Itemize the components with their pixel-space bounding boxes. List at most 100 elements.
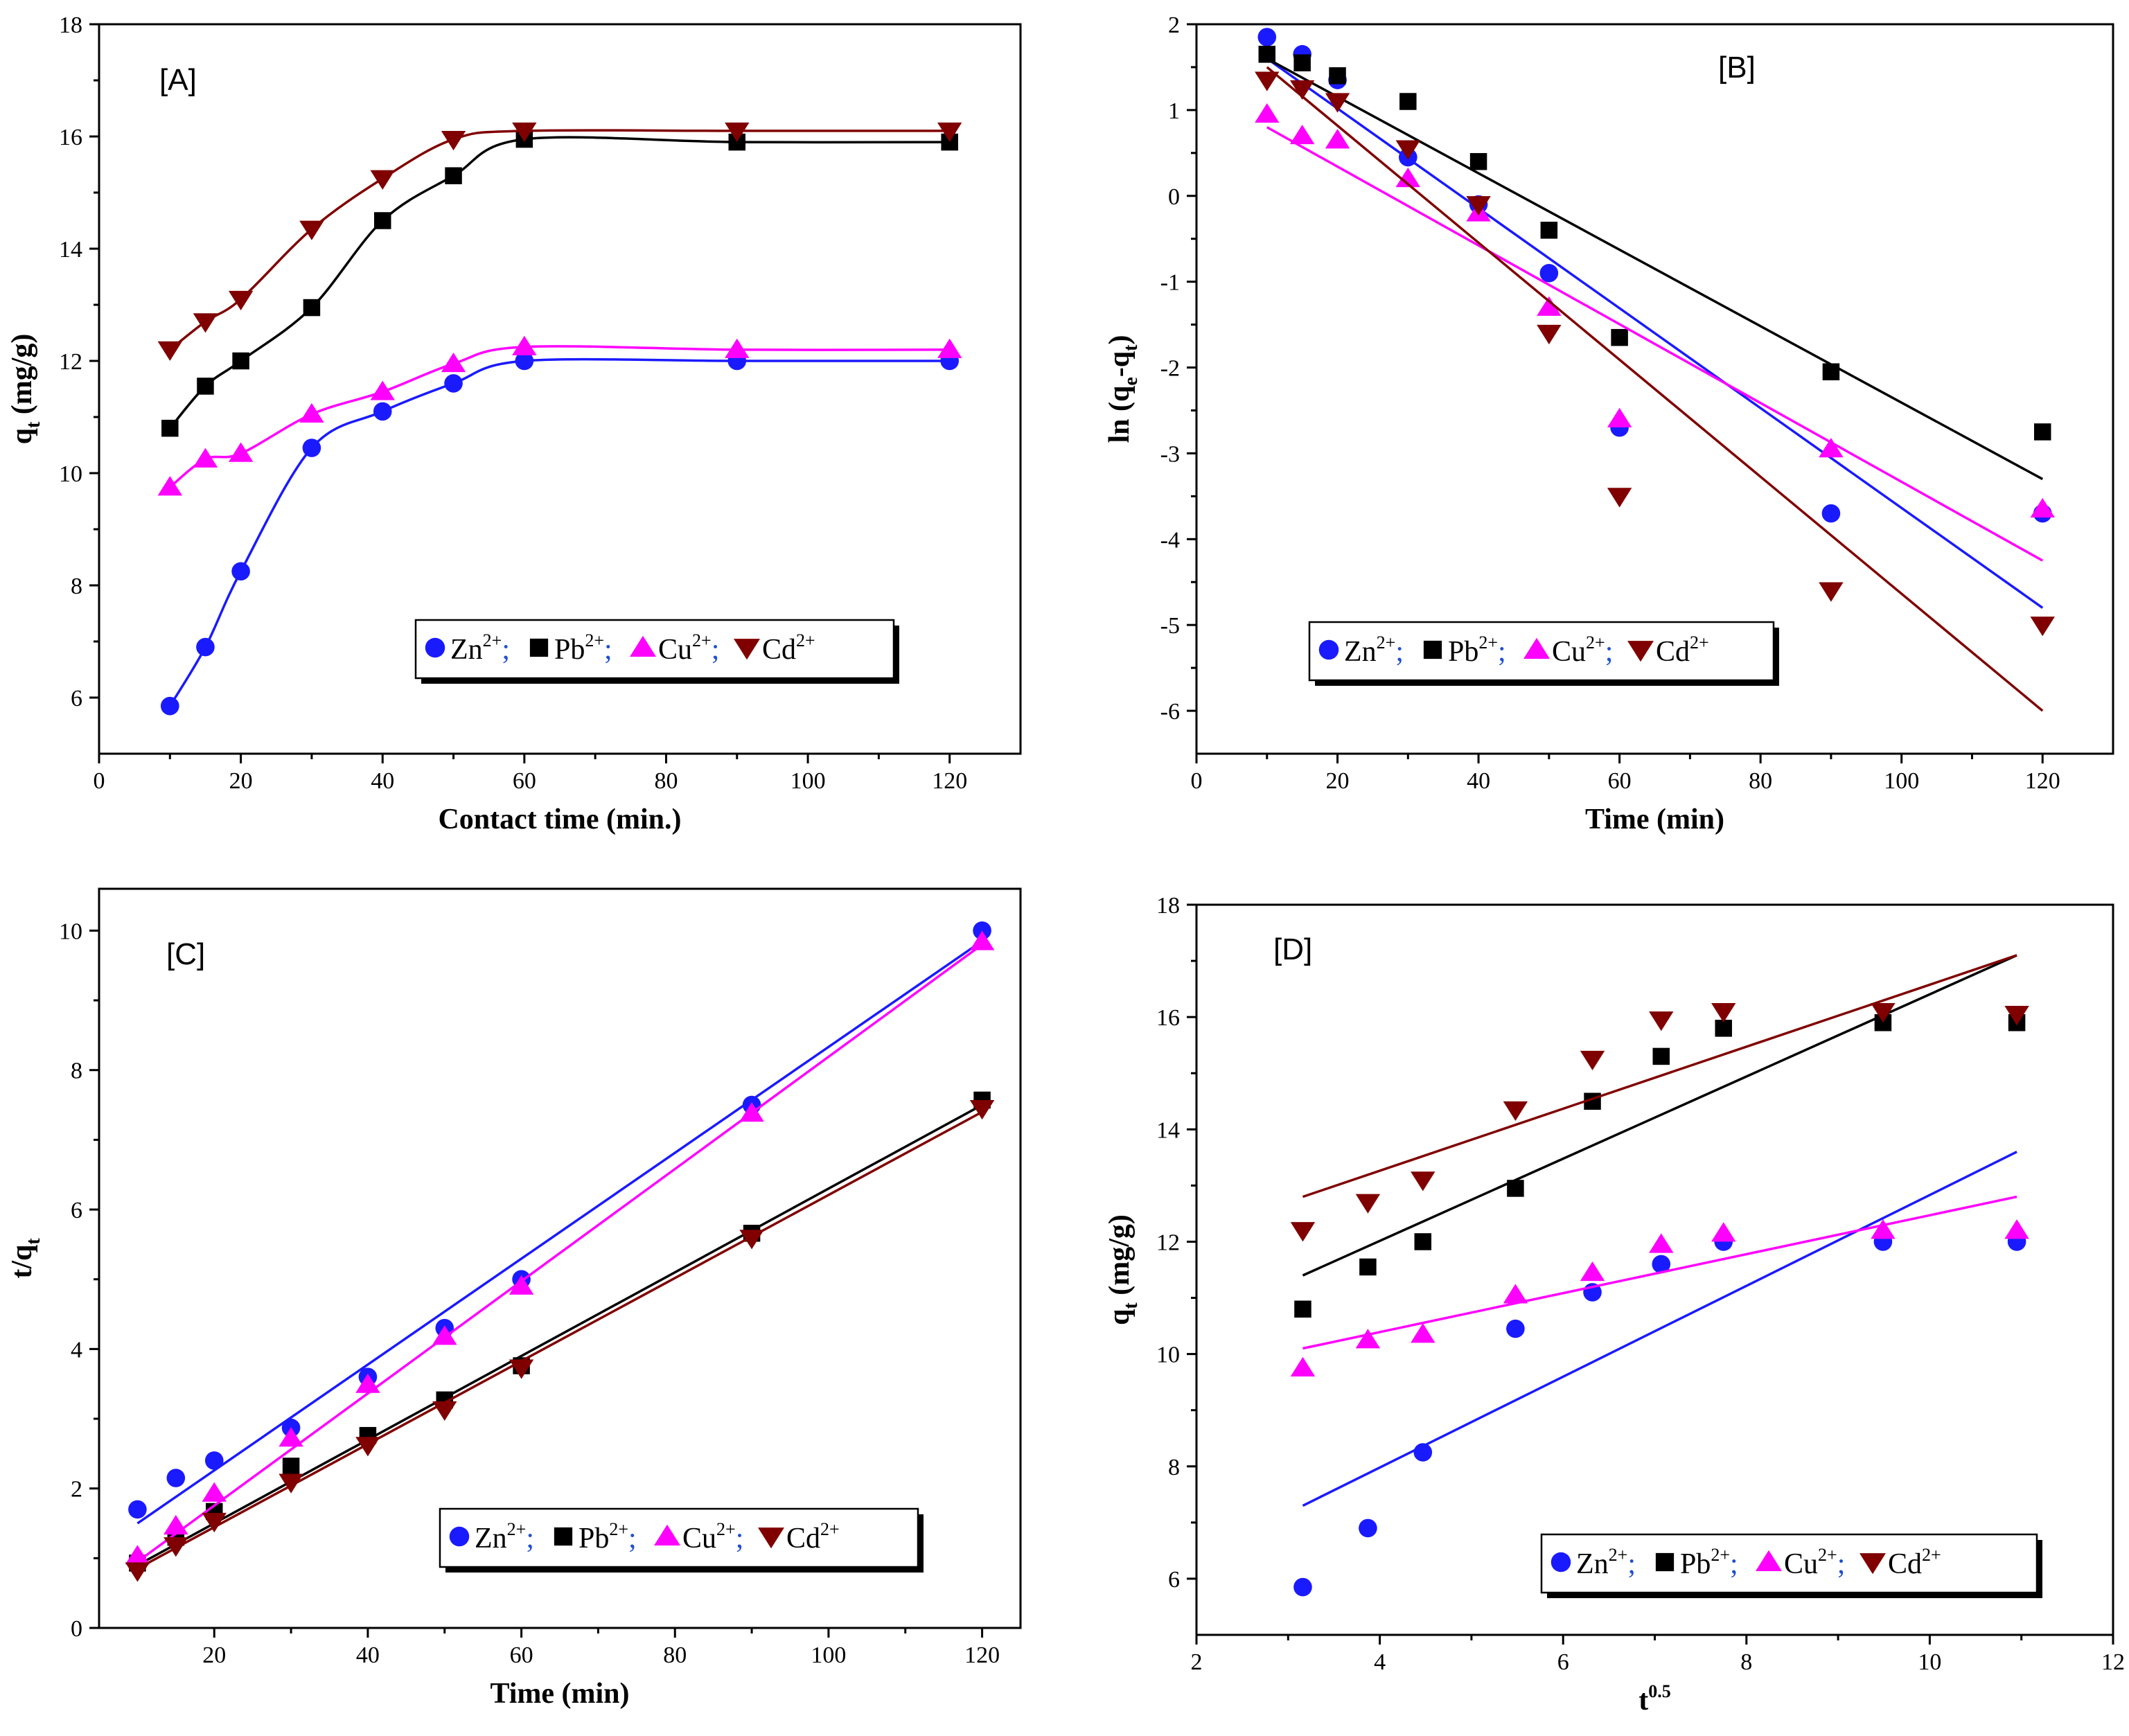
data-point — [1607, 407, 1632, 427]
data-point — [1359, 1258, 1377, 1276]
legend-label-pb: Pb2+; — [1448, 632, 1506, 668]
data-point — [370, 380, 395, 400]
fit-line — [1302, 1195, 2017, 1350]
data-point — [1580, 1050, 1605, 1071]
data-point — [509, 1359, 534, 1379]
panel-d-y-tick-label: 18 — [1156, 893, 1180, 919]
data-point — [1395, 140, 1421, 160]
data-point — [1711, 1002, 1736, 1023]
panel-a-x-tick-label: 60 — [513, 768, 536, 794]
data-point — [1821, 504, 1841, 523]
data-point — [2004, 1006, 2029, 1026]
data-point — [969, 930, 995, 950]
data-point — [202, 1482, 227, 1502]
panel-d-x-tick-label: 4 — [1374, 1649, 1386, 1675]
legend-marker-cd — [1627, 641, 1654, 662]
data-point — [1540, 222, 1558, 239]
data-point — [2030, 617, 2055, 637]
fit-line — [1266, 126, 2044, 562]
panel-b-series-pb — [1258, 46, 2051, 481]
panel-a-y-tick-label: 12 — [59, 349, 82, 375]
panel-a-series-cu — [157, 335, 962, 496]
fit-line — [1302, 954, 2017, 1198]
data-point — [125, 1545, 150, 1565]
panel-b-plot-area — [1195, 23, 2114, 755]
data-point — [1652, 1255, 1671, 1274]
data-point — [1414, 1233, 1432, 1250]
data-point — [1649, 1233, 1674, 1253]
data-point — [725, 122, 750, 142]
panel-d-x-tick-label: 2 — [1191, 1649, 1203, 1675]
legend-box — [414, 619, 895, 680]
panel-c-x-tick-label: 40 — [356, 1642, 380, 1668]
legend-marker-zn — [1318, 639, 1339, 660]
panel-c-x-tick-label: 20 — [202, 1642, 226, 1668]
fit-line — [1266, 57, 2044, 481]
panel-a-x-tick-label: 0 — [94, 768, 105, 794]
data-point — [1257, 28, 1277, 46]
panel-b-y-tick-label: 1 — [1168, 98, 1180, 124]
data-point — [937, 338, 962, 358]
legend-marker-cd — [1859, 1553, 1886, 1575]
fit-line — [136, 1110, 983, 1570]
data-point — [1537, 324, 1562, 345]
legend-label-zn: Zn2+; — [1576, 1545, 1636, 1580]
data-point — [1355, 1194, 1381, 1214]
data-point — [373, 212, 391, 229]
panel-d-x-tick-label: 10 — [1918, 1649, 1941, 1675]
panel-d-y-tick-label: 12 — [1156, 1230, 1180, 1255]
data-point — [973, 921, 991, 940]
panel-a-series-pb — [161, 130, 958, 437]
data-point — [1399, 93, 1417, 110]
data-point — [282, 1458, 300, 1475]
panel-a-label: [A] — [159, 63, 197, 97]
data-point — [1649, 1011, 1674, 1031]
data-point — [355, 1373, 380, 1393]
data-point — [1293, 54, 1311, 71]
data-point — [157, 341, 183, 361]
data-point — [2004, 1219, 2029, 1239]
panel-d-x-tick-label: 6 — [1557, 1649, 1569, 1675]
data-point — [1537, 296, 1562, 316]
panel-a-contact-time: 0 20 40 60 80 100 120 6 8 10 12 14 16 18 Contact time … — [6, 12, 1022, 835]
panel-a-y-axis-label: qt (mg/g) — [6, 334, 44, 445]
panel-a-y-tick-label: 16 — [59, 125, 82, 150]
data-point — [1503, 1101, 1528, 1122]
data-point — [509, 1275, 534, 1295]
panel-c-x-tick-label: 80 — [663, 1642, 687, 1668]
data-point — [231, 562, 250, 581]
legend-marker-zn — [1551, 1552, 1571, 1573]
data-point — [1580, 1261, 1605, 1282]
panel-b-x-tick-label: 20 — [1326, 768, 1350, 794]
data-point — [1871, 1002, 1896, 1023]
panel-b-label: [B] — [1718, 51, 1756, 85]
panel-c-x-axis-label: Time (min) — [490, 1678, 629, 1710]
legend-marker-pb — [529, 638, 549, 657]
panel-a-y-tick-label: 18 — [59, 12, 82, 38]
panel-b-x-axis-label: Time (min) — [1585, 804, 1724, 835]
legend-marker-cu — [630, 635, 656, 657]
panel-b-x-tick-label: 60 — [1608, 768, 1632, 794]
legend-box — [439, 1507, 919, 1568]
data-point — [299, 220, 324, 240]
legend-label-cu: Cu2+; — [1784, 1545, 1845, 1580]
panel-c-x-tick-label: 60 — [510, 1642, 533, 1668]
panel-b-y-tick-label: -3 — [1160, 441, 1180, 467]
data-point — [125, 1562, 150, 1582]
panel-a-x-tick-label: 80 — [654, 768, 678, 794]
data-point — [739, 1102, 764, 1122]
data-point — [1325, 93, 1350, 113]
panel-c-pseudo-second-order: 20 40 60 80 100 120 0 2 4 6 8 10 Time (min) t/qt [C] Zn… — [6, 887, 1022, 1710]
panel-b-y-tick-label: -6 — [1160, 699, 1180, 725]
legend-label-cu: Cu2+; — [658, 630, 719, 666]
fit-line — [1302, 954, 2017, 1277]
panel-c-x-tick-label: 100 — [811, 1642, 846, 1668]
panel-a-series-cd — [157, 122, 962, 361]
legend-label-cd: Cd2+ — [1656, 632, 1709, 668]
data-point — [1289, 124, 1315, 145]
data-point — [1255, 71, 1280, 91]
panel-b-pseudo-first-order: 0 20 40 60 80 100 120 -6 -5 -4 -3 -2 -1 0 1 2 Time (min)… — [1104, 12, 2114, 835]
fit-line — [1266, 57, 2044, 609]
data-point — [1359, 1518, 1377, 1538]
